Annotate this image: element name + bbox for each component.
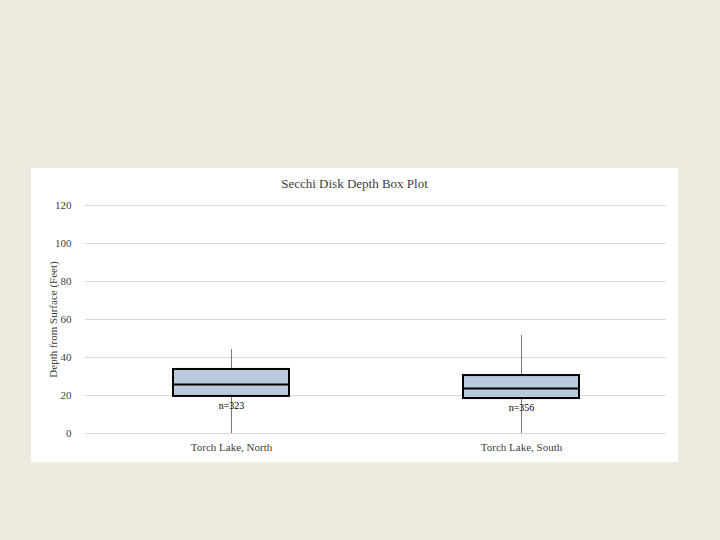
svg-text:40: 40 — [61, 351, 73, 363]
svg-text:20: 20 — [61, 389, 73, 401]
svg-text:Depth from Surface (Feet): Depth from Surface (Feet) — [47, 261, 60, 378]
svg-text:n=323: n=323 — [219, 400, 245, 411]
svg-text:0: 0 — [66, 427, 72, 439]
svg-text:Torch Lake, South: Torch Lake, South — [481, 441, 563, 453]
svg-text:80: 80 — [61, 275, 73, 287]
html-text:Secchi Disk Depth Box Plot: Secchi Disk Depth Box Plot — [281, 176, 428, 191]
svg-text:120: 120 — [55, 199, 72, 211]
svg-text:100: 100 — [55, 237, 72, 249]
svg-text:60: 60 — [61, 313, 73, 325]
svg-text:Torch Lake, North: Torch Lake, North — [191, 441, 273, 453]
svg-text:n=356: n=356 — [509, 402, 535, 413]
